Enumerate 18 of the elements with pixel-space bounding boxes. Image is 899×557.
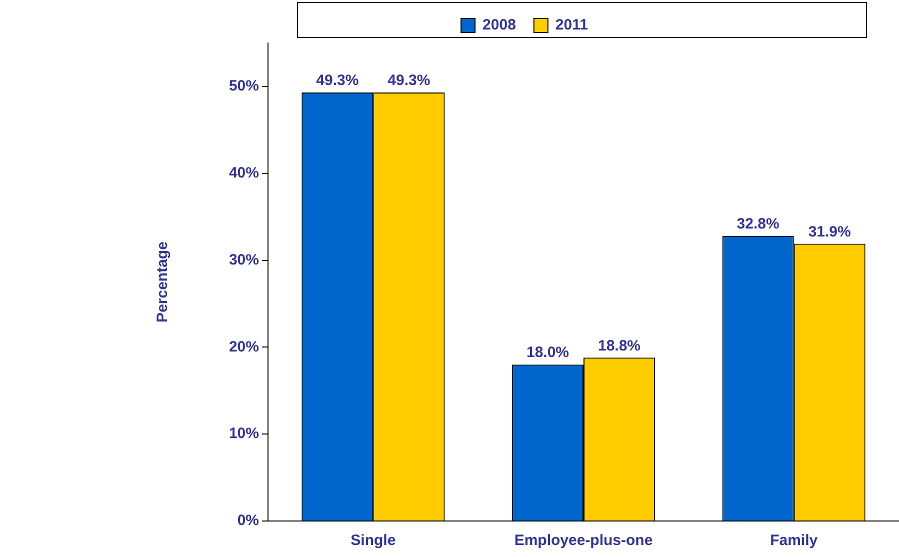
- y-tick-label: 30%: [228, 251, 259, 268]
- y-tick-label: 10%: [228, 425, 259, 442]
- data-label: 32.8%: [736, 216, 780, 233]
- y-tick-label: 40%: [228, 164, 259, 182]
- data-label: 31.9%: [808, 223, 851, 240]
- x-tick-label: Employee-plus-one: [514, 532, 653, 550]
- y-tick-label: 20%: [228, 338, 259, 356]
- data-label: 49.3%: [316, 72, 359, 90]
- y-tick-label: 0%: [237, 512, 259, 530]
- x-tick-label: Single: [350, 532, 396, 550]
- data-label: 18.8%: [598, 337, 641, 354]
- legend-label: 2011: [555, 16, 588, 34]
- data-label: 18.0%: [526, 344, 570, 362]
- data-label: 49.3%: [388, 72, 430, 90]
- x-tick-label: Family: [770, 532, 818, 550]
- y-tick-label: 50%: [228, 78, 259, 95]
- legend-label: 2008: [482, 16, 516, 34]
- y-axis-title: Percentage: [154, 242, 172, 322]
